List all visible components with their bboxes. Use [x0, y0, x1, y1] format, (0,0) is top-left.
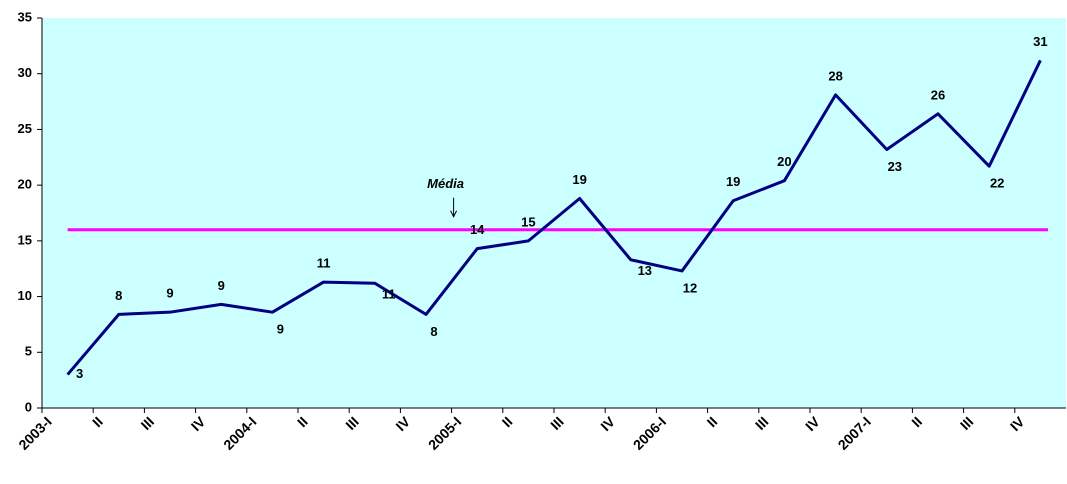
x-tick-label: II: [704, 413, 721, 430]
x-tick-label: II: [294, 413, 311, 430]
y-tick-label: 0: [25, 399, 32, 414]
data-label: 15: [521, 214, 535, 229]
x-tick-label: IV: [188, 413, 209, 434]
data-label: 11: [317, 256, 331, 271]
data-label: 12: [683, 280, 697, 295]
data-label: 9: [277, 322, 284, 337]
plot-area: [42, 18, 1066, 408]
y-tick-label: 15: [18, 232, 32, 247]
x-tick-label: III: [547, 413, 567, 433]
x-tick-label: 2006-I: [630, 413, 669, 452]
x-tick-label: III: [342, 413, 362, 433]
data-label: 9: [218, 278, 225, 293]
mean-annotation: Média: [427, 176, 464, 191]
y-tick-label: 30: [18, 65, 32, 80]
x-tick-label: IV: [1007, 413, 1028, 434]
x-tick-label: IV: [597, 413, 618, 434]
data-label: 22: [990, 176, 1004, 191]
data-label: 14: [470, 222, 485, 237]
data-label: 20: [777, 154, 791, 169]
x-tick-label: III: [957, 413, 977, 433]
y-tick-label: 5: [25, 344, 32, 359]
data-label: 13: [638, 263, 652, 278]
x-tick-label: IV: [392, 413, 413, 434]
x-tick-label: 2007-I: [835, 413, 874, 452]
data-label: 31: [1033, 34, 1047, 49]
y-tick-label: 25: [18, 121, 32, 136]
x-tick-label: III: [138, 413, 158, 433]
data-label: 26: [931, 87, 945, 102]
x-tick-label: II: [89, 413, 106, 430]
data-label: 8: [115, 288, 122, 303]
x-tick-label: 2005-I: [425, 413, 464, 452]
data-label: 19: [726, 174, 740, 189]
data-label: 28: [828, 68, 842, 83]
x-tick-label: IV: [802, 413, 823, 434]
x-tick-label: III: [752, 413, 772, 433]
x-tick-label: 2003-I: [15, 413, 54, 452]
y-tick-label: 10: [18, 288, 32, 303]
data-label: 11: [382, 287, 396, 302]
data-label: 8: [430, 324, 437, 339]
x-tick-label: 2004-I: [220, 413, 259, 452]
data-label: 9: [166, 286, 173, 301]
data-label: 23: [888, 159, 902, 174]
data-label: 3: [76, 366, 83, 381]
x-tick-label: II: [499, 413, 516, 430]
data-label: 19: [572, 172, 586, 187]
y-tick-label: 20: [18, 177, 32, 192]
annotation-arrowhead: [450, 210, 458, 218]
series-line: [66, 59, 1042, 376]
y-tick-label: 35: [18, 9, 32, 24]
x-tick-label: II: [908, 413, 925, 430]
